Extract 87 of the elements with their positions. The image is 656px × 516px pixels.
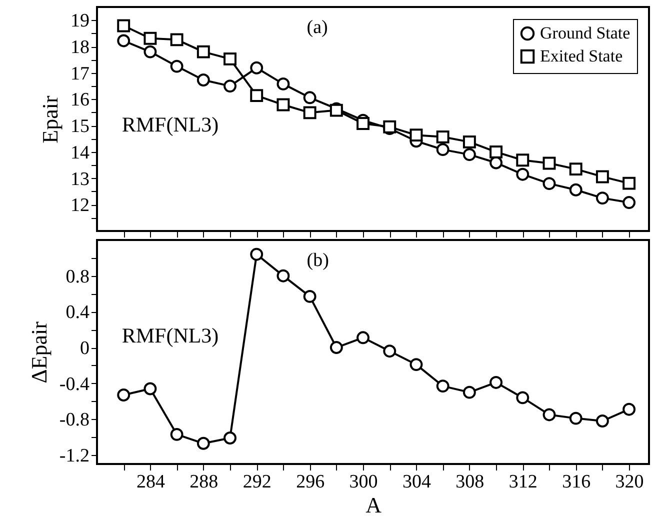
- point: [569, 162, 582, 176]
- annotation: (b): [306, 250, 329, 272]
- point: [596, 170, 609, 184]
- point: [196, 45, 210, 58]
- point: [330, 341, 343, 354]
- point: [144, 32, 157, 45]
- y-tick-label: 0.8: [66, 266, 90, 288]
- y-tick-label: 12: [70, 195, 90, 216]
- point: [383, 344, 396, 358]
- x-tick-label: 312: [508, 472, 538, 492]
- x-tick-label: 288: [190, 472, 218, 492]
- point: [117, 34, 130, 48]
- x-tick-label: 308: [456, 472, 484, 492]
- point: [622, 402, 636, 416]
- point: [224, 432, 236, 444]
- point: [490, 145, 503, 158]
- x-tick-label: 296: [296, 472, 325, 492]
- point: [542, 177, 556, 190]
- point: [436, 143, 450, 156]
- point: [516, 391, 530, 404]
- point: [144, 45, 157, 58]
- y-tick-label: 19: [70, 10, 90, 32]
- point: [144, 382, 157, 396]
- point: [117, 388, 130, 402]
- point: [224, 80, 236, 93]
- point: [462, 386, 476, 399]
- point: [276, 269, 290, 282]
- annotation: RMF(NL3): [122, 112, 219, 137]
- point: [224, 52, 236, 66]
- point: [250, 61, 264, 74]
- y-tick-label: 0.4: [66, 302, 90, 324]
- point: [596, 192, 609, 205]
- point: [410, 128, 423, 142]
- annotation: (a): [306, 17, 328, 38]
- point: [490, 156, 503, 170]
- point: [356, 117, 370, 130]
- point: [622, 176, 636, 190]
- x-tick-label: 320: [615, 472, 644, 492]
- y-tick-label: 13: [70, 168, 90, 190]
- y-tick-label: -1.2: [59, 446, 90, 467]
- y-tick-label: 0: [80, 338, 90, 360]
- y-tick-label: -0.4: [59, 374, 90, 395]
- point: [117, 19, 130, 32]
- point: [462, 135, 476, 148]
- point: [596, 414, 609, 428]
- point: [303, 290, 316, 303]
- point: [276, 77, 290, 90]
- point: [490, 376, 503, 389]
- x-tick-label: 300: [349, 472, 378, 492]
- point: [250, 248, 264, 261]
- annotation: RMF(NL3): [122, 323, 219, 348]
- point: [436, 380, 450, 393]
- point: [436, 130, 450, 144]
- point: [569, 183, 582, 196]
- point: [542, 408, 556, 422]
- x-tick-label: 304: [402, 472, 432, 492]
- point: [622, 196, 636, 210]
- point: [250, 89, 264, 102]
- point: [196, 436, 210, 450]
- y-tick-label: 18: [70, 37, 90, 58]
- point: [170, 60, 184, 73]
- y-tick-label: 15: [70, 116, 90, 138]
- point: [516, 154, 530, 167]
- y-tick-label: -0.8: [59, 410, 90, 431]
- y-tick-label: 16: [70, 90, 90, 111]
- point: [170, 428, 184, 441]
- point: [196, 74, 210, 86]
- x-axis-title: A: [366, 492, 382, 516]
- x-tick-label: 292: [242, 472, 272, 492]
- point: [303, 106, 316, 120]
- x-tick-label: 284: [136, 472, 166, 492]
- x-tick-label: 316: [562, 472, 591, 492]
- point: [516, 168, 530, 181]
- point: [276, 98, 290, 112]
- y-axis-title: Epair: [38, 95, 62, 144]
- y-tick-label: 14: [70, 142, 90, 164]
- point: [410, 358, 423, 372]
- y-axis-title: ΔEpair: [26, 320, 52, 384]
- point: [303, 91, 316, 104]
- point: [356, 331, 370, 344]
- point: [569, 412, 582, 425]
- point: [170, 33, 184, 46]
- legend-label: Exited State: [540, 46, 623, 66]
- point: [542, 156, 556, 170]
- y-tick-label: 17: [70, 63, 90, 84]
- legend-label: Ground State: [540, 24, 630, 42]
- point: [462, 148, 476, 162]
